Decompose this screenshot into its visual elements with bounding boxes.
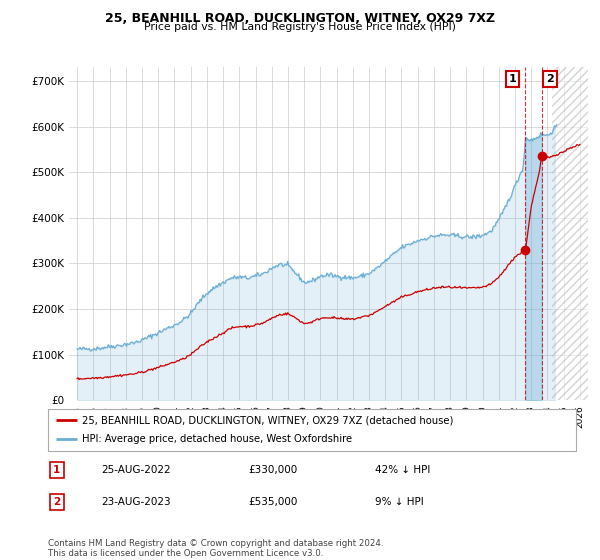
Text: Price paid vs. HM Land Registry's House Price Index (HPI): Price paid vs. HM Land Registry's House … (144, 22, 456, 32)
Text: 1: 1 (509, 74, 517, 84)
Text: 23-AUG-2023: 23-AUG-2023 (101, 497, 170, 507)
Text: 9% ↓ HPI: 9% ↓ HPI (376, 497, 424, 507)
Text: 25-AUG-2022: 25-AUG-2022 (101, 465, 170, 475)
FancyBboxPatch shape (48, 409, 576, 451)
Text: 1: 1 (53, 465, 61, 475)
Text: HPI: Average price, detached house, West Oxfordshire: HPI: Average price, detached house, West… (82, 435, 352, 445)
Text: 42% ↓ HPI: 42% ↓ HPI (376, 465, 431, 475)
Bar (553, 67, 588, 400)
Text: 2: 2 (546, 74, 554, 84)
Text: 25, BEANHILL ROAD, DUCKLINGTON, WITNEY, OX29 7XZ: 25, BEANHILL ROAD, DUCKLINGTON, WITNEY, … (105, 12, 495, 25)
Text: £535,000: £535,000 (248, 497, 298, 507)
Text: Contains HM Land Registry data © Crown copyright and database right 2024.
This d: Contains HM Land Registry data © Crown c… (48, 539, 383, 558)
Text: 2: 2 (53, 497, 61, 507)
Text: 25, BEANHILL ROAD, DUCKLINGTON, WITNEY, OX29 7XZ (detached house): 25, BEANHILL ROAD, DUCKLINGTON, WITNEY, … (82, 415, 454, 425)
Bar (553, 67, 588, 400)
Text: £330,000: £330,000 (248, 465, 298, 475)
